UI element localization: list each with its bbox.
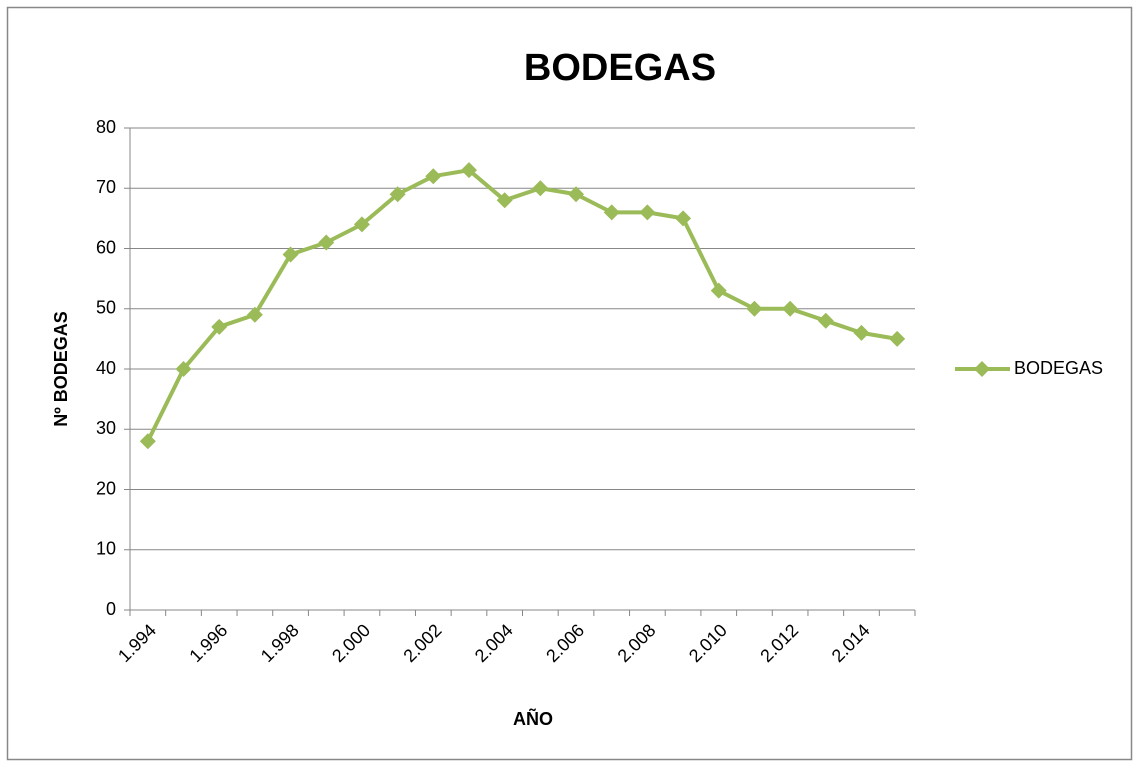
y-tick-label: 30 — [96, 418, 116, 438]
marker — [353, 216, 370, 233]
marker — [211, 318, 228, 335]
chart-frame — [6, 6, 1133, 761]
y-tick-label: 80 — [96, 117, 116, 137]
y-tick-label: 20 — [96, 478, 116, 498]
y-tick-label: 40 — [96, 358, 116, 378]
marker — [246, 306, 263, 323]
marker — [746, 300, 763, 317]
marker — [532, 180, 549, 197]
y-tick-label: 50 — [96, 298, 116, 318]
marker — [282, 246, 299, 263]
marker — [318, 234, 335, 251]
y-axis-label: Nº BODEGAS — [51, 311, 71, 427]
marker — [568, 186, 585, 203]
x-axis-label: AÑO — [513, 708, 553, 729]
marker — [782, 300, 799, 317]
marker — [817, 312, 834, 329]
marker — [889, 330, 906, 347]
marker — [603, 204, 620, 221]
marker — [853, 324, 870, 341]
marker — [175, 361, 192, 377]
marker — [710, 282, 727, 299]
marker — [139, 433, 156, 450]
y-tick-label: 10 — [96, 539, 116, 559]
legend-marker — [974, 361, 990, 377]
legend-label: BODEGAS — [1014, 358, 1103, 378]
y-tick-label: 70 — [96, 177, 116, 197]
series-line — [146, 168, 898, 443]
y-tick-label: 0 — [106, 599, 116, 619]
marker — [460, 162, 477, 179]
y-tick-label: 60 — [96, 237, 116, 257]
marker — [496, 192, 513, 209]
marker — [425, 168, 442, 185]
marker — [639, 204, 656, 221]
marker — [389, 186, 406, 203]
chart-title: BODEGAS — [524, 47, 716, 89]
marker — [675, 210, 692, 227]
